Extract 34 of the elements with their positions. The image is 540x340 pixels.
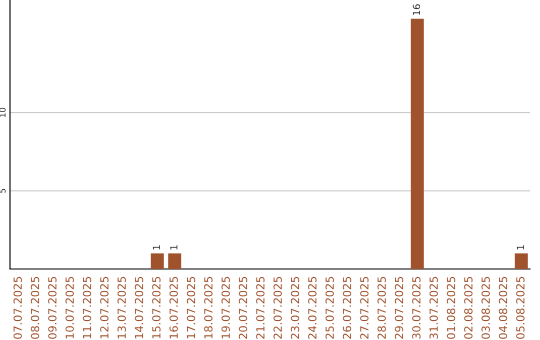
x-tick-label: 21.07.2025 — [256, 276, 265, 339]
x-tick-label: 25.07.2025 — [325, 276, 334, 339]
data-label: 1 — [152, 245, 160, 250]
x-tick-label: 11.07.2025 — [82, 276, 92, 338]
x-tick-label: 09.07.2025 — [48, 276, 57, 339]
data-label: 16 — [412, 4, 420, 15]
x-tick-label: 20.07.2025 — [238, 276, 248, 339]
x-tick-label: 18.07.2025 — [204, 276, 213, 338]
x-tick-label: 14.07.2025 — [134, 276, 144, 338]
data-label: 1 — [516, 245, 524, 250]
x-tick-label: 31.07.2025 — [429, 276, 438, 339]
x-tick-label: 30.07.2025 — [412, 276, 421, 339]
x-tick-label: 27.07.2025 — [360, 276, 369, 339]
x-tick-label: 22.07.2025 — [273, 276, 282, 339]
x-tick-label: 04.08.2025 — [498, 276, 508, 339]
x-tick-label: 05.08.2025 — [516, 276, 525, 339]
x-tick-label: 07.07.2025 — [13, 276, 22, 339]
x-tick-label: 17.07.2025 — [186, 276, 196, 338]
x-tick-label: 23.07.2025 — [290, 276, 300, 339]
x-tick-label: 28.07.2025 — [377, 276, 386, 339]
x-tick-label: 10.07.2025 — [65, 276, 74, 338]
x-tick-label: 15.07.2025 — [152, 276, 161, 338]
x-tick-label: 26.07.2025 — [342, 276, 352, 339]
data-label: 1 — [170, 245, 178, 250]
x-tick-label: 08.07.2025 — [30, 276, 40, 339]
x-tick-label: 19.07.2025 — [221, 276, 230, 338]
x-tick-label: 16.07.2025 — [169, 276, 178, 338]
x-tick-label: 13.07.2025 — [117, 276, 126, 338]
x-tick-label: 02.08.2025 — [464, 276, 473, 339]
x-tick-label: 24.07.2025 — [308, 276, 317, 339]
x-tick-label: 03.08.2025 — [481, 276, 490, 339]
x-tick-label: 12.07.2025 — [100, 276, 109, 338]
x-tick-label: 29.07.2025 — [394, 276, 404, 339]
x-tick-label: 01.08.2025 — [446, 276, 456, 339]
